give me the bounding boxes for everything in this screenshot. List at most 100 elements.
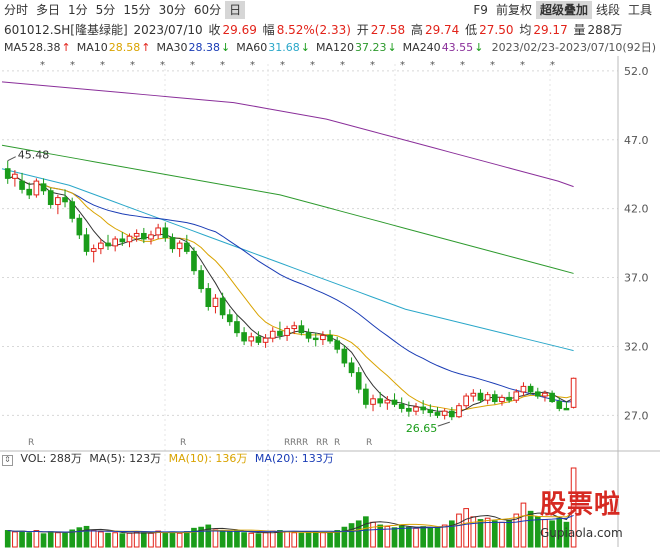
ma-arrow-ma30: ↓ bbox=[220, 41, 231, 54]
volume-bar bbox=[370, 521, 376, 548]
ma-line-ma5 bbox=[7, 175, 574, 414]
open-value: 27.58 bbox=[370, 23, 406, 37]
volume-bar bbox=[305, 531, 312, 548]
volume-bar bbox=[33, 530, 40, 548]
top-marker: * bbox=[160, 60, 165, 71]
volume-bar bbox=[434, 526, 441, 548]
vol-ma20: MA(20): 133万 bbox=[254, 452, 334, 465]
period-tab-3[interactable]: 5分 bbox=[95, 3, 116, 17]
top-marker: * bbox=[130, 60, 135, 71]
y-tick-label: 42.0 bbox=[624, 203, 649, 216]
volume-bar bbox=[19, 530, 25, 548]
ma-value-ma5: 28.38 bbox=[29, 41, 61, 54]
ma-line-ma240 bbox=[1, 81, 574, 188]
period-tab-1[interactable]: 多日 bbox=[36, 3, 61, 17]
y-tick-label: 27.0 bbox=[624, 409, 649, 422]
period-tab-6[interactable]: 60分 bbox=[193, 3, 222, 17]
volume-legend: ⇕ VOL: 288万 MA(5): 123万 MA(10): 136万 MA(… bbox=[2, 451, 338, 467]
volume-bar bbox=[341, 526, 348, 548]
ma-value-ma10: 28.58 bbox=[108, 41, 141, 54]
candlestick-chart[interactable]: 52.0 47.0 42.0 37.0 32.0 27.0 * * * * * * * * * * * * * * * *… bbox=[0, 56, 660, 549]
top-marker: * bbox=[340, 60, 345, 71]
chg-value: 8.52%(2.33) bbox=[276, 23, 351, 37]
volume-bar bbox=[119, 533, 126, 548]
volume-bar bbox=[298, 532, 305, 548]
quote-date: 2023/07/10 bbox=[133, 23, 203, 37]
candle-body bbox=[341, 348, 348, 364]
volume-bar bbox=[269, 530, 276, 548]
period-tab-0[interactable]: 分时 bbox=[4, 3, 29, 17]
ma-line-ma60 bbox=[1, 168, 574, 352]
ma-value-ma60: 31.68 bbox=[268, 41, 300, 54]
tool-button-4[interactable]: 工具 bbox=[627, 3, 652, 17]
r-marker: R bbox=[334, 438, 340, 448]
volume-bar bbox=[377, 524, 384, 548]
candle-body bbox=[441, 410, 448, 416]
period-tab-7[interactable]: 日 bbox=[225, 1, 246, 19]
candle-body bbox=[12, 173, 18, 179]
volume-bar bbox=[148, 532, 154, 548]
volume-bar bbox=[26, 532, 33, 548]
volume-bar bbox=[277, 530, 283, 548]
candle-body bbox=[305, 332, 312, 339]
tool-button-1[interactable]: 前复权 bbox=[495, 3, 532, 17]
vol-value: 288万 bbox=[587, 23, 623, 37]
ma-value-ma120: 37.23 bbox=[354, 41, 387, 54]
low-value: 27.50 bbox=[479, 23, 514, 37]
volume-bar bbox=[140, 532, 147, 548]
y-tick-label: 52.0 bbox=[624, 65, 649, 78]
vol-label: 量 bbox=[573, 23, 586, 37]
tool-button-3[interactable]: 线段 bbox=[595, 3, 620, 17]
candle-body bbox=[463, 395, 469, 407]
candle-body bbox=[363, 388, 369, 405]
date-range[interactable]: 2023/02/23-2023/07/10(92日) bbox=[491, 41, 656, 54]
candle-body bbox=[563, 407, 570, 411]
top-marker: * bbox=[400, 60, 405, 71]
top-marker: * bbox=[370, 60, 375, 71]
period-tab-4[interactable]: 15分 bbox=[123, 3, 151, 17]
volume-bar bbox=[98, 531, 104, 548]
volume-bar bbox=[355, 520, 362, 548]
candle-body bbox=[4, 168, 11, 179]
candle-body bbox=[212, 297, 219, 307]
volume-bar bbox=[126, 532, 133, 548]
candle-body bbox=[499, 396, 505, 403]
volume-bar bbox=[76, 527, 83, 548]
tool-button-2[interactable]: 超级叠加 bbox=[535, 1, 592, 19]
candle-body bbox=[513, 391, 520, 401]
ma-arrow-ma240: ↓ bbox=[474, 41, 484, 54]
volume-bar bbox=[90, 530, 97, 548]
volume-bar bbox=[183, 531, 190, 548]
candle-body bbox=[491, 394, 498, 403]
volume-bar bbox=[312, 531, 319, 548]
volume-bar bbox=[40, 533, 47, 548]
volume-bar bbox=[470, 516, 477, 548]
vol-ma5: MA(5): 123万 bbox=[89, 452, 162, 465]
candle-body bbox=[456, 405, 462, 418]
period-tab-2[interactable]: 1分 bbox=[68, 3, 88, 17]
volume-bar bbox=[155, 530, 161, 548]
candle-body bbox=[413, 406, 419, 412]
ma-line-ma30 bbox=[7, 175, 574, 403]
candle-body bbox=[62, 197, 68, 203]
period-tab-5[interactable]: 30分 bbox=[158, 3, 186, 17]
candle-body bbox=[527, 385, 534, 393]
volume-bar bbox=[420, 526, 426, 548]
watermark-url: Gupiaola.com bbox=[540, 526, 623, 540]
volume-bar bbox=[169, 531, 176, 548]
ma-label-ma30: MA30 bbox=[156, 41, 188, 54]
vol-toggle-icon[interactable]: ⇕ bbox=[2, 455, 13, 466]
candle-body bbox=[277, 330, 283, 336]
volume-bar bbox=[62, 532, 68, 548]
ma-label-ma120: MA120 bbox=[315, 41, 354, 54]
candle-body bbox=[119, 238, 126, 243]
candle-body bbox=[427, 409, 434, 414]
avg-label: 均 bbox=[519, 23, 532, 37]
tool-button-0[interactable]: F9 bbox=[473, 3, 488, 17]
candle-body bbox=[40, 183, 47, 192]
ma-label-ma60: MA60 bbox=[236, 41, 268, 54]
candle-body bbox=[219, 297, 226, 316]
volume-bar bbox=[520, 502, 527, 548]
volume-bar bbox=[491, 520, 498, 548]
volume-bar bbox=[162, 532, 169, 548]
